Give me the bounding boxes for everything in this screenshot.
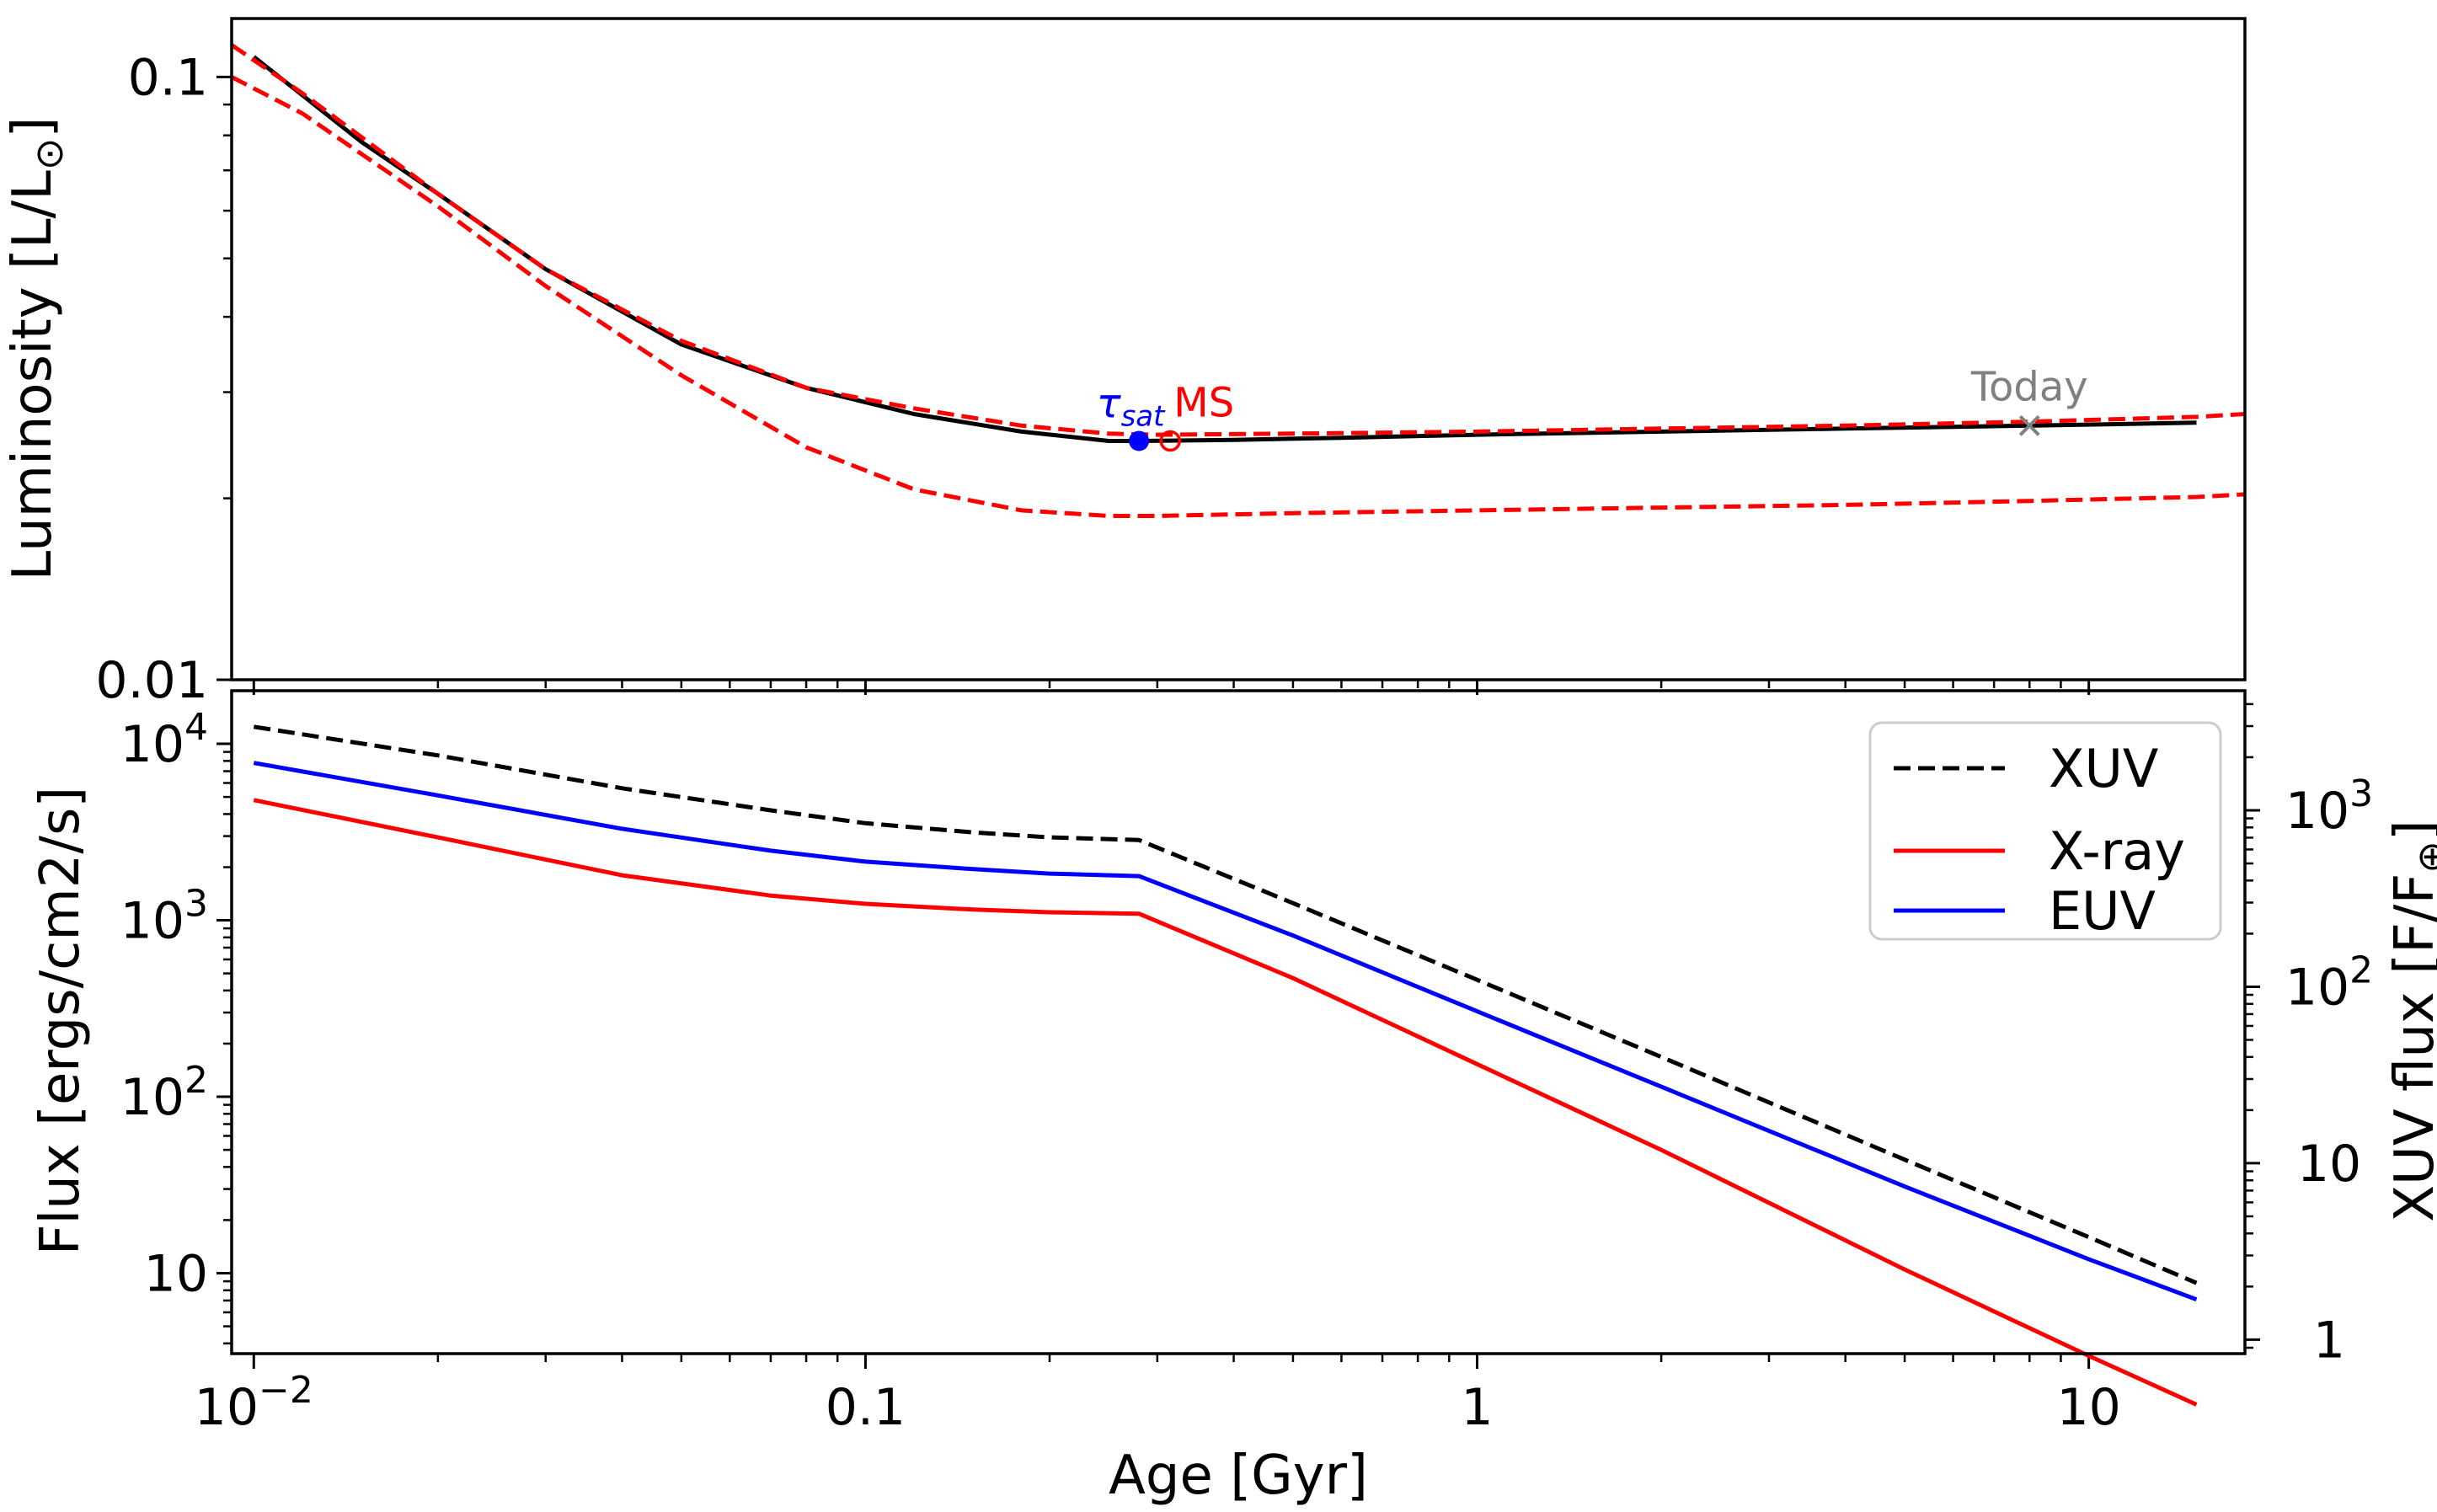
legend-box [1868, 721, 2222, 941]
luminosity-y-axis-label: Luminosity [L/L⊙] [2, 117, 72, 581]
luminosity-ticks: 0.1 0.01 [95, 48, 2091, 710]
luminosity-y-tick-label: 0.01 [95, 651, 208, 710]
flux-y-axis-label: Flux [ergs/cm2/s] [29, 787, 92, 1256]
series-line-euv [253, 761, 2198, 1302]
luminosity-series [230, 43, 2246, 518]
x-tick-label: 0.1 [826, 1378, 906, 1437]
tau-sat-label: τsat [1097, 380, 1166, 433]
legend-label-xray: X-ray [2049, 820, 2185, 882]
legend-label-xuv: XUV [2049, 738, 2158, 799]
today-marker [2018, 414, 2040, 436]
x-axis-label: Age [Gyr] [1109, 1445, 1368, 1507]
x-tick-label: 10−2 [195, 1369, 313, 1437]
luminosity-markers: τsat MS Today [1097, 363, 2088, 452]
tau-sat-marker [1129, 430, 1150, 451]
series-line-xuv [253, 724, 2198, 1285]
x-tick-label: 1 [1461, 1378, 1493, 1437]
luminosity-frame [230, 17, 2247, 681]
flux-right-tick-label: 102 [2285, 948, 2373, 1017]
flux-y-tick-label: 10 [144, 1244, 208, 1303]
flux-y-tick-label: 102 [120, 1059, 208, 1127]
flux-right-tick-label: 1 [2313, 1311, 2345, 1370]
today-label: Today [1970, 363, 2088, 410]
luminosity-panel: 0.1 0.01 τsat MS Today Luminosity [L/L⊙] [2, 17, 2247, 710]
flux-right-tick-label: 10 [2297, 1135, 2361, 1194]
flux-y-tick-label: 104 [120, 706, 208, 774]
flux-frame [230, 689, 2247, 1355]
series-line-upper-track [230, 43, 2246, 437]
series-line-x-ray [253, 798, 2198, 1407]
ms-marker [1159, 430, 1181, 452]
flux-y-tick-label: 103 [120, 883, 208, 951]
ms-label: MS [1173, 379, 1234, 426]
series-line-lower-track [230, 75, 2246, 518]
legend-label-euv: EUV [2049, 880, 2156, 942]
flux-series [253, 724, 2198, 1407]
legend: XUV X-ray EUV [1868, 721, 2222, 942]
flux-right-tick-label: 103 [2285, 772, 2373, 841]
x-tick-label: 10 [2056, 1378, 2120, 1437]
luminosity-y-tick-label: 0.1 [128, 48, 208, 107]
flux-right-y-axis-label: XUV flux [F/F⊕] [2384, 820, 2437, 1222]
